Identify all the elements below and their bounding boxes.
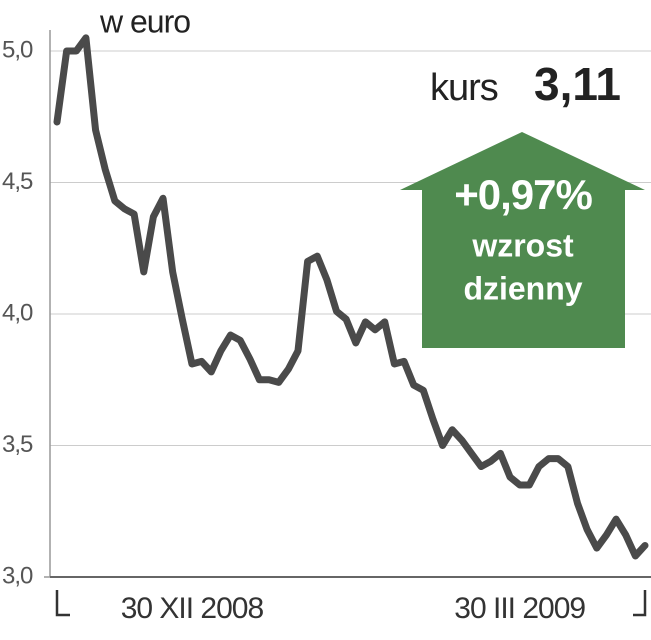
change-value: +0,97% (454, 171, 592, 218)
y-tick-label: 4,5 (2, 168, 33, 195)
y-tick-label: 5,0 (2, 36, 33, 63)
bracket-right (633, 590, 647, 617)
y-tick-label: 3,0 (2, 562, 33, 589)
y-tick-label: 3,5 (2, 431, 33, 458)
kurs-value: 3,11 (534, 58, 621, 110)
unit-label: w euro (99, 3, 190, 39)
change-arrow (400, 132, 645, 348)
y-tick-label: 4,0 (2, 299, 33, 326)
change-text: wzrost (471, 227, 574, 263)
x-tick-label: 30 XII 2008 (121, 592, 264, 625)
kurs-label: kurs (430, 67, 498, 109)
change-text: dzienny (463, 270, 582, 306)
price-line (53, 34, 649, 560)
bracket-left (55, 590, 70, 617)
x-tick-label: 30 III 2009 (454, 592, 585, 625)
